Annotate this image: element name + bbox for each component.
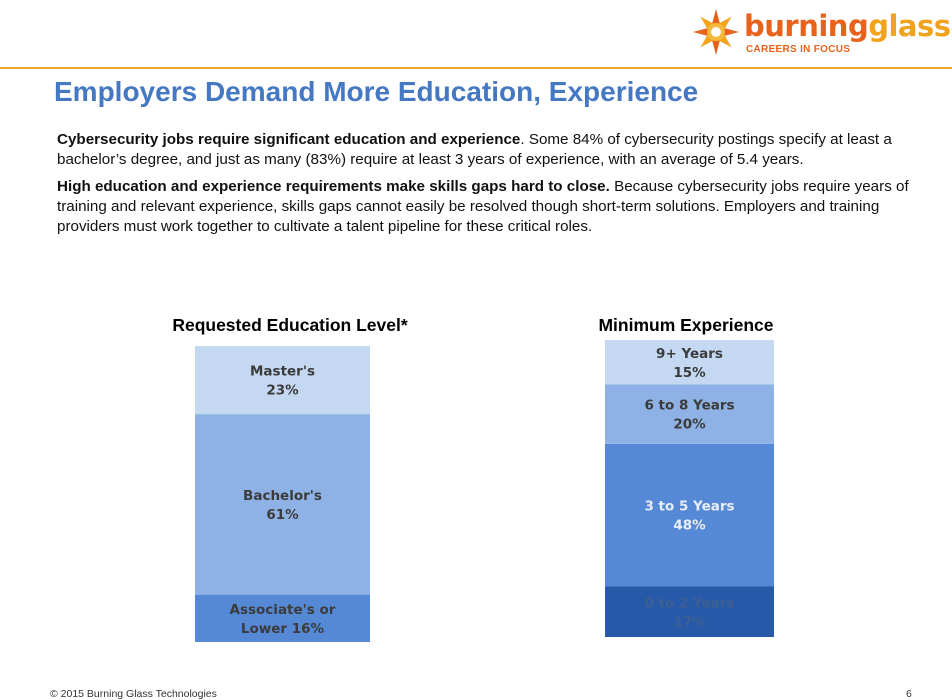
sunburst-logo-icon [693, 9, 739, 55]
segment-label-0-to-2-years: 0 to 2 Years [644, 595, 734, 611]
segment-label-3-to-5-years: 3 to 5 Years [644, 499, 734, 515]
page-number: 6 [906, 688, 912, 700]
value-label-0-to-2-years: 17% [673, 614, 706, 630]
value-label-bachelor-s: 61% [266, 507, 299, 523]
paragraph-lead: Cybersecurity jobs require significant e… [57, 131, 521, 148]
value-label-master-s: 23% [266, 383, 299, 399]
bar-segment-9-years [605, 340, 774, 385]
segment-label-master-s: Master's [250, 364, 315, 380]
burning-glass-logo: burningglass CAREERS IN FOCUS [690, 6, 951, 60]
paragraph-body: . Some 84% of cybersecurity postings spe… [57, 131, 892, 168]
paragraph-body: Because cybersecurity jobs require years… [57, 178, 909, 235]
logo-tagline: CAREERS IN FOCUS [746, 44, 851, 55]
value-label-6-to-8-years: 20% [673, 417, 706, 433]
experience-chart-title: Minimum Experience [598, 315, 774, 335]
bar-segment-0-to-2-years [605, 586, 774, 637]
bar-segment-master-s [195, 346, 370, 415]
segment-label-9-years: 9+ Years [656, 346, 723, 362]
bar-segment-6-to-8-years [605, 384, 774, 444]
header-divider [0, 67, 952, 69]
bar-segment-bachelor-s [195, 414, 370, 595]
segment-label-associate-s-or-lower: Lower 16% [241, 621, 325, 637]
segment-label-associate-s-or-lower: Associate's or [230, 602, 336, 618]
education-chart-title: Requested Education Level* [172, 315, 408, 335]
paragraph-lead: High education and experience requiremen… [57, 178, 610, 195]
value-label-9-years: 15% [673, 365, 706, 381]
paragraph-education-experience: Cybersecurity jobs require significant e… [57, 130, 922, 170]
copyright: © 2015 Burning Glass Technologies [50, 688, 217, 700]
paragraph-skills-gap: High education and experience requiremen… [57, 177, 922, 237]
segment-label-bachelor-s: Bachelor's [243, 488, 322, 504]
segment-label-6-to-8-years: 6 to 8 Years [644, 398, 734, 414]
bar-segment-3-to-5-years [605, 443, 774, 587]
page-title: Employers Demand More Education, Experie… [54, 76, 699, 107]
value-label-3-to-5-years: 48% [673, 518, 706, 534]
logo-wordmark: burningglass [744, 9, 951, 43]
bar-segment-associate-s-or-lower [195, 594, 370, 642]
